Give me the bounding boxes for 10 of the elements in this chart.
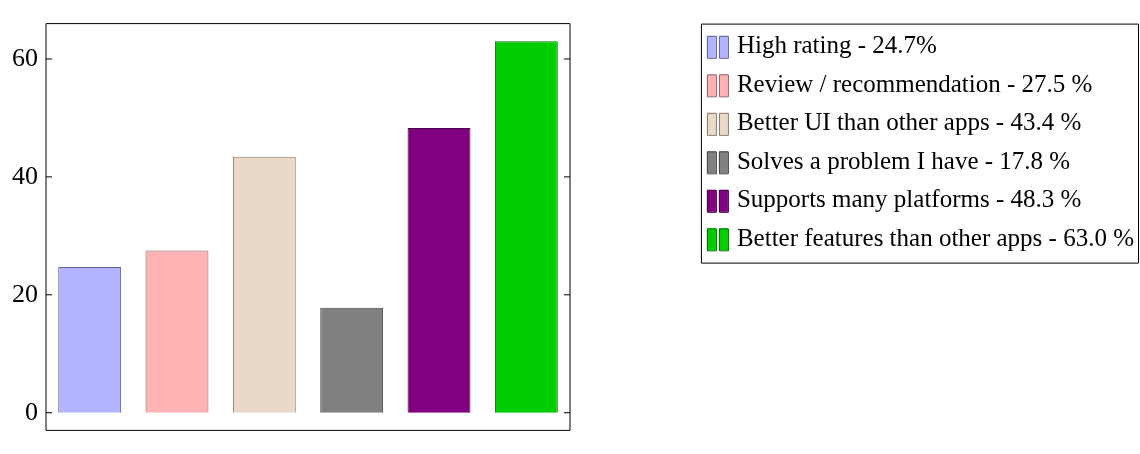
legend-label: Solves a problem I have - 17.8 %: [736, 146, 1071, 174]
legend-label: Better UI than other apps - 43.4 %: [736, 108, 1082, 136]
y-tick-label: 40: [12, 160, 38, 190]
legend-label: High rating - 24.7%: [736, 31, 937, 59]
legend-label: Supports many platforms - 48.3 %: [736, 185, 1082, 213]
y-tick-label: 20: [12, 278, 38, 308]
y-tick-label: 60: [12, 42, 38, 72]
legend-label: Better features than other apps - 63.0 %: [736, 223, 1135, 251]
legend-label: Review / recommendation - 27.5 %: [736, 69, 1093, 97]
y-tick-label: 0: [25, 396, 38, 426]
